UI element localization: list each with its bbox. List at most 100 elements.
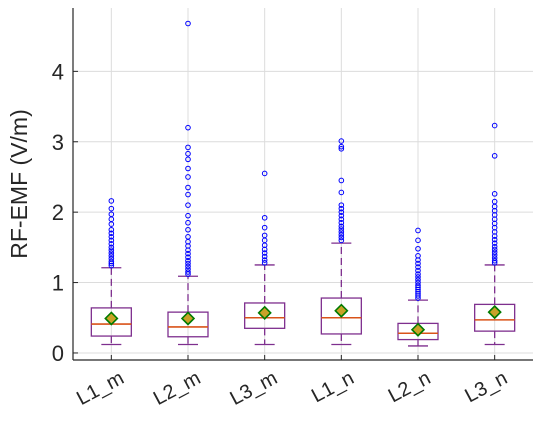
outlier-point	[108, 258, 115, 265]
y-tick-label: 0	[52, 341, 64, 366]
outlier-point	[261, 214, 268, 221]
outlier-point	[261, 260, 268, 266]
outlier-point	[491, 249, 498, 256]
outlier-point	[108, 205, 115, 212]
outlier-point	[415, 264, 421, 270]
iqr-box	[320, 297, 362, 335]
outlier-point	[185, 269, 191, 275]
outlier-point	[491, 122, 498, 129]
box-l3-n	[474, 122, 516, 346]
x-tick-label: L1_n	[308, 367, 358, 407]
outlier-point	[108, 241, 115, 247]
outlier-point	[491, 246, 498, 253]
outlier-point	[185, 266, 191, 272]
outlier-point	[338, 209, 345, 215]
outlier-point	[185, 202, 191, 208]
outlier-point	[491, 257, 498, 264]
outlier-point	[108, 253, 115, 259]
outlier-point	[185, 254, 191, 261]
outlier-point	[185, 20, 191, 27]
outlier-point	[338, 219, 345, 226]
outlier-point	[185, 144, 191, 151]
y-tick-label: 1	[52, 271, 64, 296]
outlier-point	[338, 216, 345, 222]
outlier-point	[261, 250, 268, 256]
outlier-point	[338, 226, 345, 232]
outlier-point	[108, 247, 115, 253]
outlier-point	[338, 212, 345, 219]
outlier-point	[338, 202, 345, 208]
outlier-point	[338, 237, 345, 244]
outlier-point	[415, 260, 421, 267]
outlier-point	[185, 150, 191, 157]
outlier-point	[108, 237, 115, 244]
outlier-point	[491, 252, 498, 258]
y-tick-label: 4	[52, 59, 64, 84]
outlier-point	[185, 191, 191, 198]
box-l1-n	[320, 138, 362, 346]
iqr-box	[244, 302, 286, 329]
outlier-point	[185, 260, 191, 267]
outlier-point	[338, 229, 345, 235]
outlier-point	[415, 279, 421, 286]
outlier-point	[338, 231, 345, 238]
outlier-point	[108, 234, 115, 240]
outlier-point	[415, 267, 421, 274]
outlier-point	[338, 146, 345, 152]
x-tick-label: L3_n	[461, 367, 511, 407]
x-tick-label: L1_m	[73, 367, 128, 410]
outlier-point	[491, 236, 498, 243]
outlier-point	[491, 153, 498, 159]
outlier-point	[338, 177, 345, 184]
box-l3-m	[244, 170, 286, 346]
y-tick-label: 2	[52, 200, 64, 225]
outlier-point	[338, 143, 345, 150]
x-tick-label: L2_m	[150, 367, 205, 410]
outlier-point	[185, 156, 191, 163]
outlier-point	[261, 253, 268, 260]
outlier-point	[108, 230, 115, 237]
outlier-point	[185, 226, 191, 233]
box-l2-n	[397, 227, 439, 347]
outlier-point	[415, 282, 421, 289]
outlier-point	[415, 253, 421, 259]
outlier-point	[415, 227, 421, 234]
outlier-point	[185, 124, 191, 131]
outlier-point	[338, 234, 345, 241]
iqr-box	[474, 303, 516, 332]
axes: 0 1 2 3 4 L1_m L2_m L3_m L1_n L2_n L3_n	[52, 8, 533, 410]
outlier-point	[338, 205, 345, 212]
outlier-point	[185, 263, 191, 270]
outlier-point	[261, 170, 268, 177]
outlier-point	[491, 243, 498, 250]
mean-marker	[487, 304, 502, 320]
outlier-point	[261, 257, 268, 263]
x-tick-label: L2_n	[385, 367, 435, 407]
mean-marker	[257, 305, 272, 320]
mean-marker	[334, 303, 349, 318]
outlier-point	[338, 138, 345, 144]
outlier-point	[185, 174, 191, 180]
outlier-point	[415, 237, 421, 244]
outlier-point	[491, 198, 498, 205]
outlier-point	[185, 257, 191, 264]
outlier-point	[108, 226, 115, 233]
y-tick-label: 3	[52, 130, 64, 155]
y-axis-label: RF-EMF (V/m)	[6, 109, 32, 258]
outlier-point	[185, 212, 191, 219]
grid-lines	[73, 8, 533, 360]
box-l2-m	[167, 20, 209, 346]
outlier-point	[108, 244, 115, 251]
plot-area	[90, 20, 516, 347]
outlier-point	[185, 219, 191, 226]
outlier-point	[185, 250, 191, 257]
outlier-point	[415, 271, 421, 277]
x-tick-label: L3_m	[227, 367, 282, 410]
outlier-point	[185, 184, 191, 191]
outlier-point	[491, 191, 498, 197]
iqr-box	[90, 307, 132, 337]
outlier-point	[261, 232, 268, 239]
mean-marker	[180, 311, 196, 326]
outlier-point	[338, 223, 345, 230]
